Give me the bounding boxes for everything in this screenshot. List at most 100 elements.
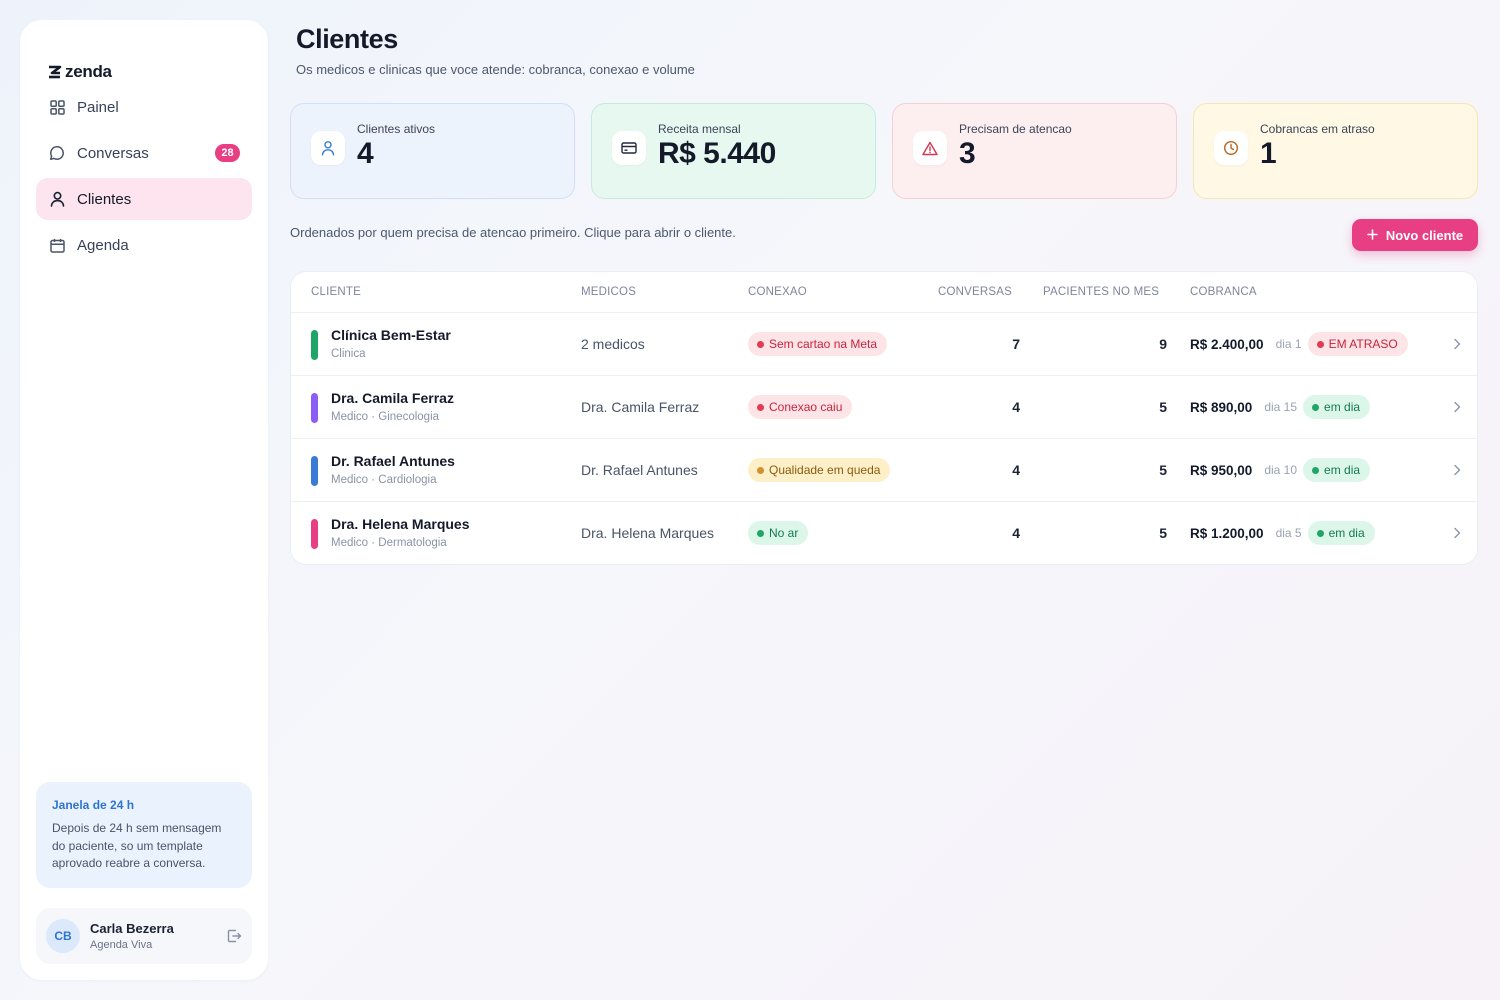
billing-status-label: EM ATRASO	[1328, 337, 1398, 351]
conversations-count: 4	[1012, 525, 1020, 541]
connection-status-label: No ar	[769, 526, 799, 540]
patients-count: 5	[1159, 525, 1167, 541]
client-medicos: 2 medicos	[581, 336, 645, 352]
column-header-cliente: CLIENTE	[311, 286, 361, 298]
connection-status-badge: No ar	[748, 521, 809, 545]
sidebar-item-clientes[interactable]: Clientes	[36, 178, 252, 220]
patients-count: 9	[1159, 336, 1167, 352]
sidebar-item-conversas[interactable]: Conversas 28	[36, 132, 252, 174]
user-org: Agenda Viva	[90, 939, 153, 951]
client-name: Dr. Rafael Antunes	[331, 453, 455, 469]
client-color-bar	[311, 456, 318, 486]
table-row[interactable]: Dra. Helena Marques Medico · Dermatologi…	[291, 502, 1477, 564]
info-text: Depois de 24 h sem mensagem do paciente,…	[52, 821, 222, 870]
client-color-bar	[311, 519, 318, 549]
billing-status-label: em dia	[1324, 463, 1361, 477]
status-dot	[757, 466, 764, 474]
brand-name: zenda	[65, 62, 112, 81]
client-name: Dra. Camila Ferraz	[331, 390, 454, 406]
zenda-logo-icon	[48, 64, 62, 80]
conversations-count: 4	[1012, 399, 1020, 415]
logout-icon[interactable]	[226, 928, 242, 944]
billing-day: dia 5	[1275, 526, 1302, 540]
client-color-bar	[311, 330, 318, 360]
user-icon	[49, 191, 65, 207]
conversations-count: 7	[1012, 336, 1020, 352]
sidebar-item-label: Agenda	[77, 236, 129, 254]
stat-card-cobrancas-atraso: Cobrancas em atraso 1	[1193, 103, 1478, 199]
stat-value: R$ 5.440	[658, 137, 776, 170]
clock-icon	[1214, 131, 1248, 165]
sidebar-item-agenda[interactable]: Agenda	[36, 224, 252, 266]
billing-amount: R$ 1.200,00	[1190, 525, 1264, 541]
table-row[interactable]: Clínica Bem-Estar Clinica 2 medicos Sem …	[291, 313, 1477, 376]
chevron-right-icon[interactable]	[1453, 400, 1461, 413]
client-type: Medico · Ginecologia	[331, 411, 440, 423]
unread-count-badge: 28	[215, 144, 240, 162]
stat-label: Clientes ativos	[357, 122, 436, 136]
billing-amount: R$ 2.400,00	[1190, 336, 1264, 352]
status-dot	[1312, 466, 1320, 474]
stat-label: Precisam de atencao	[959, 122, 1072, 136]
billing-cell: R$ 890,00 dia 15 em dia	[1190, 395, 1371, 419]
client-medicos: Dra. Helena Marques	[581, 525, 715, 541]
status-dot	[1316, 529, 1324, 537]
stat-value: 3	[959, 137, 976, 170]
warning-icon	[913, 131, 947, 165]
stat-card-precisam-atencao: Precisam de atencao 3	[892, 103, 1177, 199]
table-row[interactable]: Dr. Rafael Antunes Medico · Cardiologia …	[291, 439, 1477, 502]
user-profile[interactable]: CB Carla Bezerra Agenda Viva	[36, 908, 252, 964]
chevron-right-icon[interactable]	[1453, 337, 1461, 350]
connection-status-badge: Sem cartao na Meta	[748, 332, 888, 356]
billing-day: dia 10	[1264, 463, 1298, 477]
chevron-right-icon[interactable]	[1453, 463, 1461, 476]
card-icon	[612, 131, 646, 165]
billing-day: dia 15	[1264, 400, 1298, 414]
chat-icon	[49, 145, 65, 161]
status-dot	[757, 403, 764, 411]
page-subtitle: Os medicos e clinicas que voce atende: c…	[296, 62, 695, 77]
chevron-right-icon[interactable]	[1453, 526, 1461, 539]
list-hint: Ordenados por quem precisa de atencao pr…	[290, 225, 736, 240]
connection-status-label: Qualidade em queda	[769, 463, 881, 477]
billing-cell: R$ 1.200,00 dia 5 em dia	[1190, 521, 1375, 545]
column-header-medicos: MEDICOS	[581, 286, 637, 298]
page-title: Clientes	[296, 24, 398, 54]
table-header: CLIENTE MEDICOS CONEXAO CONVERSAS PACIEN…	[291, 272, 1477, 313]
sidebar: zenda Painel Conversas 28	[20, 20, 268, 980]
info-box-24h: Janela de 24 h Depois de 24 h sem mensag…	[36, 782, 252, 888]
client-type: Clinica	[331, 348, 366, 360]
status-dot	[1316, 340, 1324, 348]
sidebar-item-label: Conversas	[77, 144, 149, 162]
conversations-count: 4	[1012, 462, 1020, 478]
column-header-conversas: CONVERSAS	[938, 286, 1013, 298]
column-header-conexao: CONEXAO	[748, 286, 807, 298]
sidebar-item-painel[interactable]: Painel	[36, 86, 252, 128]
stat-value: 1	[1260, 137, 1277, 170]
table-row[interactable]: Dra. Camila Ferraz Medico · Ginecologia …	[291, 376, 1477, 439]
status-dot	[1312, 403, 1320, 411]
connection-status-badge: Qualidade em queda	[748, 458, 891, 482]
column-header-cobranca: COBRANCA	[1190, 286, 1257, 298]
billing-cell: R$ 950,00 dia 10 em dia	[1190, 458, 1371, 482]
client-color-bar	[311, 393, 318, 423]
billing-amount: R$ 950,00	[1190, 462, 1253, 478]
grid-icon	[49, 99, 65, 115]
billing-status-label: em dia	[1324, 400, 1361, 414]
connection-status-label: Sem cartao na Meta	[769, 337, 878, 351]
billing-status-badge: em dia	[1303, 395, 1371, 419]
client-medicos: Dr. Rafael Antunes	[581, 462, 698, 478]
billing-status-label: em dia	[1328, 526, 1365, 540]
brand-logo[interactable]: zenda	[48, 62, 112, 82]
status-dot	[757, 340, 764, 348]
billing-status-badge: em dia	[1303, 458, 1371, 482]
new-client-label: Novo cliente	[1385, 227, 1464, 243]
stat-label: Receita mensal	[658, 122, 741, 136]
stat-value: 4	[357, 137, 374, 170]
status-dot	[757, 529, 764, 537]
new-client-button[interactable]: Novo cliente	[1352, 219, 1478, 251]
plus-icon	[1367, 228, 1378, 243]
billing-status-badge: em dia	[1307, 521, 1375, 545]
clients-table: CLIENTE MEDICOS CONEXAO CONVERSAS PACIEN…	[290, 271, 1478, 565]
user-name: Carla Bezerra	[90, 921, 174, 936]
